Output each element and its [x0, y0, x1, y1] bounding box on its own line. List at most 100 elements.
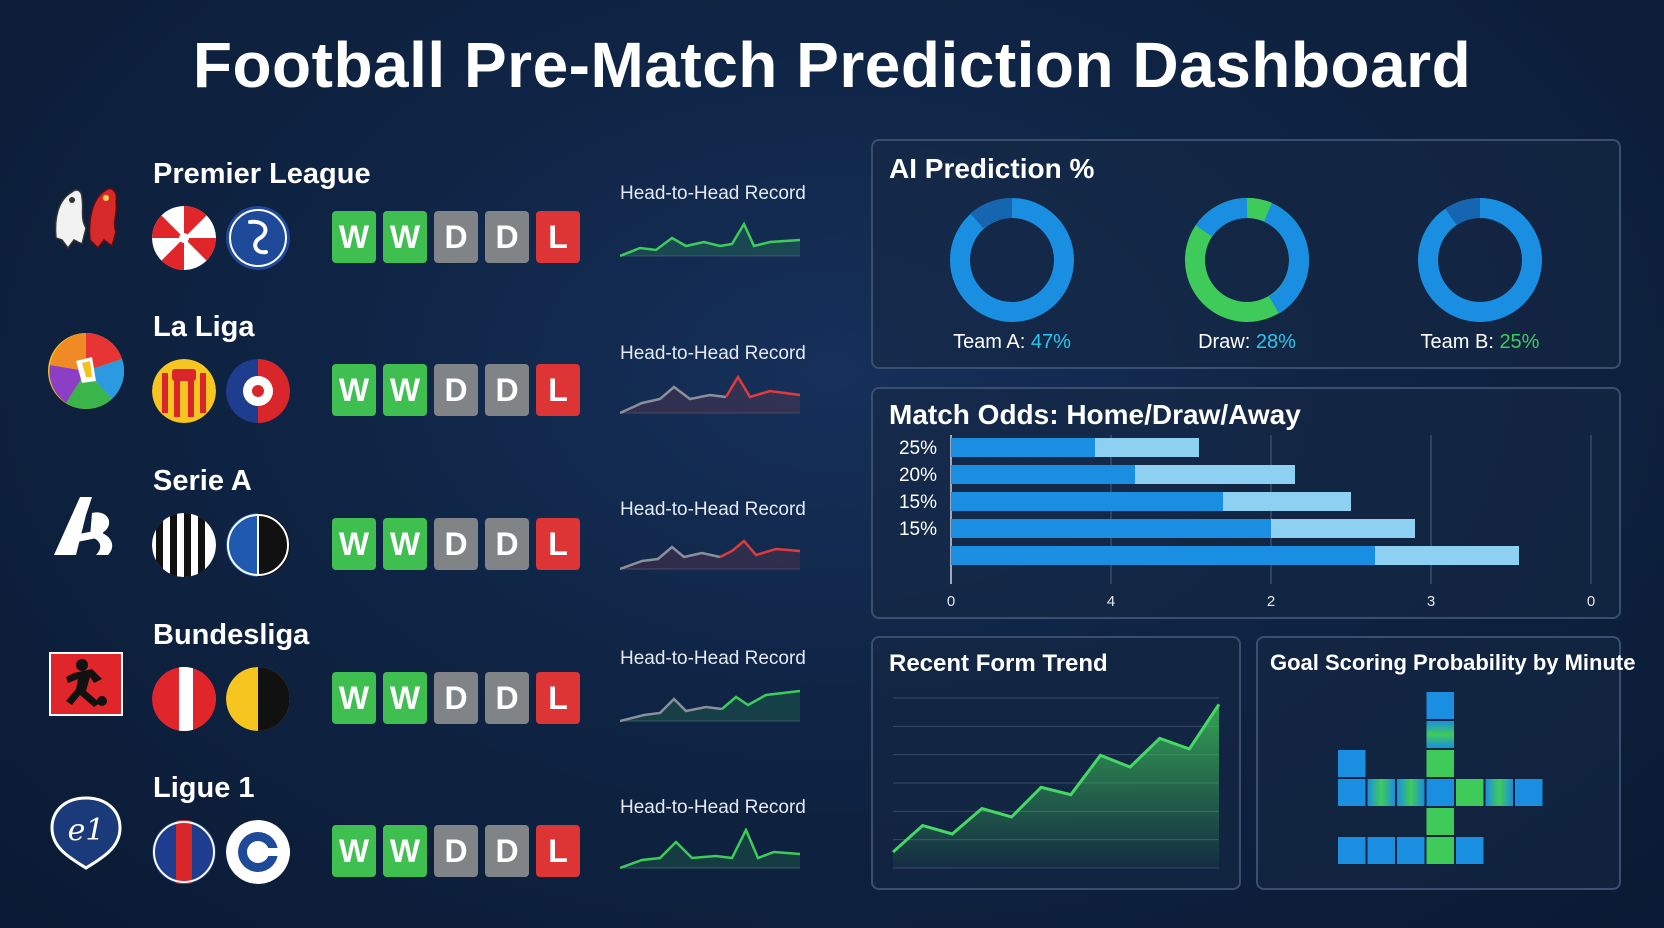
heatmap-cell: [1397, 779, 1425, 806]
odds-bar: [951, 465, 1135, 484]
heatmap-cell: [1426, 808, 1454, 835]
odds-bar: [951, 519, 1271, 538]
team-b-value: 25%: [1499, 331, 1540, 353]
form-line: [891, 703, 1221, 854]
lion-crest-icon: [54, 188, 118, 250]
league-row[interactable]: Serie A W W D D L Head-to-Head Record: [40, 465, 830, 615]
panel-title: Goal Scoring Probability by Minute: [1270, 650, 1636, 675]
ai-prediction-panel: AI Prediction % Team A: 47% Draw: 28% Te…: [871, 139, 1621, 369]
dashboard-title: Football Pre-Match Prediction Dashboard: [192, 29, 1472, 101]
form-badge-win: W: [332, 364, 376, 416]
heatmap-cell: [1515, 779, 1543, 806]
home-team-crest: [152, 206, 216, 270]
recent-form-chart: [891, 697, 1221, 869]
home-team-crest: [152, 820, 216, 884]
form-badge-loss: L: [536, 825, 580, 877]
heatmap-cell: [1367, 779, 1395, 806]
odds-bar: [1271, 519, 1415, 538]
form-badge-win: W: [332, 518, 376, 570]
league-row[interactable]: e1 Ligue 1 W W D D L Head-to-Head Re: [40, 772, 830, 922]
goal-probability-panel: Goal Scoring Probability by Minute: [1256, 636, 1635, 890]
heatmap-cell: [1397, 837, 1425, 864]
odds-bar: [951, 492, 1223, 511]
heatmap-cell: [1338, 750, 1366, 777]
team-a-label-text: Team A:: [953, 331, 1026, 353]
bundesliga-player-icon: [49, 652, 123, 716]
la-liga-ball-icon: [48, 333, 125, 409]
odds-x-tick: 3: [1427, 593, 1435, 610]
team-a-value: 47%: [1030, 331, 1071, 353]
recent-form-badges: W W D D L: [332, 518, 580, 570]
heatmap-cell: [1338, 837, 1366, 864]
league-row[interactable]: Premier League W W D: [40, 158, 830, 308]
home-team-crest: [152, 513, 216, 577]
heatmap-cell: [1426, 692, 1454, 719]
odds-category-label: 15%: [899, 492, 937, 513]
league-row[interactable]: Bundesliga W W D D L Head-to-Head Record: [40, 619, 830, 769]
ligue-1-icon: e1: [50, 796, 122, 870]
form-badge-win: W: [332, 825, 376, 877]
h2h-label: Head-to-Head Record: [620, 183, 806, 204]
league-name: Ligue 1: [153, 772, 255, 804]
form-badge-loss: L: [536, 364, 580, 416]
serie-a-icon: [54, 497, 113, 555]
league-name: Serie A: [153, 465, 252, 497]
away-team-crest: [226, 820, 290, 884]
heatmap-cell: [1456, 779, 1484, 806]
home-team-crest: [152, 667, 216, 731]
form-badge-loss: L: [536, 672, 580, 724]
odds-bar: [951, 438, 1095, 457]
team-b-label-text: Team B:: [1420, 331, 1494, 353]
h2h-sparkline: [620, 828, 800, 870]
away-team-crest: [226, 513, 290, 577]
recent-form-badges: W W D D L: [332, 211, 580, 263]
draw-value: 28%: [1255, 331, 1296, 353]
team-a-label: Team A: 47%: [912, 331, 1112, 354]
league-row[interactable]: La Liga W W D D L Head-to-Head Record: [40, 311, 830, 461]
form-badge-draw: D: [485, 672, 529, 724]
form-badge-win: W: [332, 211, 376, 263]
form-badge-draw: D: [485, 211, 529, 263]
recent-form-badges: W W D D L: [332, 364, 580, 416]
draw-label: Draw: 28%: [1147, 331, 1347, 354]
away-team-crest: [226, 206, 290, 270]
odds-bar: [951, 546, 1375, 565]
h2h-sparkline: [620, 539, 800, 571]
draw-donut: [1185, 198, 1310, 322]
h2h-sparkline: [620, 374, 800, 415]
heatmap-cell: [1426, 837, 1454, 864]
panel-title: Recent Form Trend: [889, 650, 1108, 677]
panel-title: AI Prediction %: [889, 153, 1095, 184]
match-odds-panel: Match Odds: Home/Draw/Away 0 4 2 3 0 25% 20% 15…: [871, 387, 1621, 619]
form-badge-win: W: [383, 672, 427, 724]
odds-x-tick: 0: [1587, 593, 1595, 610]
away-team-crest: [226, 667, 290, 731]
form-badge-draw: D: [434, 518, 478, 570]
recent-form-badges: W W D D L: [332, 672, 580, 724]
heatmap-cell: [1426, 750, 1454, 777]
form-badge-win: W: [383, 825, 427, 877]
recent-form-panel: Recent Form Trend: [871, 636, 1241, 890]
odds-category-label: 25%: [899, 438, 937, 459]
form-badge-draw: D: [485, 518, 529, 570]
form-badge-draw: D: [434, 364, 478, 416]
form-badge-win: W: [332, 672, 376, 724]
heatmap-cell: [1456, 837, 1484, 864]
h2h-sparkline: [620, 221, 800, 258]
heatmap-cell: [1367, 837, 1395, 864]
heatmap-cell: [1338, 779, 1366, 806]
league-name: La Liga: [153, 311, 255, 343]
league-name: Bundesliga: [153, 619, 310, 651]
recent-form-badges: W W D D L: [332, 825, 580, 877]
form-badge-draw: D: [485, 825, 529, 877]
svg-text:e1: e1: [68, 813, 105, 848]
odds-bar: [1095, 438, 1199, 457]
odds-bar: [1375, 546, 1519, 565]
h2h-label: Head-to-Head Record: [620, 797, 806, 818]
odds-category-label: 20%: [899, 465, 937, 486]
odds-x-tick: 2: [1267, 593, 1275, 610]
form-badge-win: W: [383, 211, 427, 263]
odds-bar: [1223, 492, 1351, 511]
form-badge-draw: D: [434, 672, 478, 724]
odds-category-label: 15%: [899, 519, 937, 540]
